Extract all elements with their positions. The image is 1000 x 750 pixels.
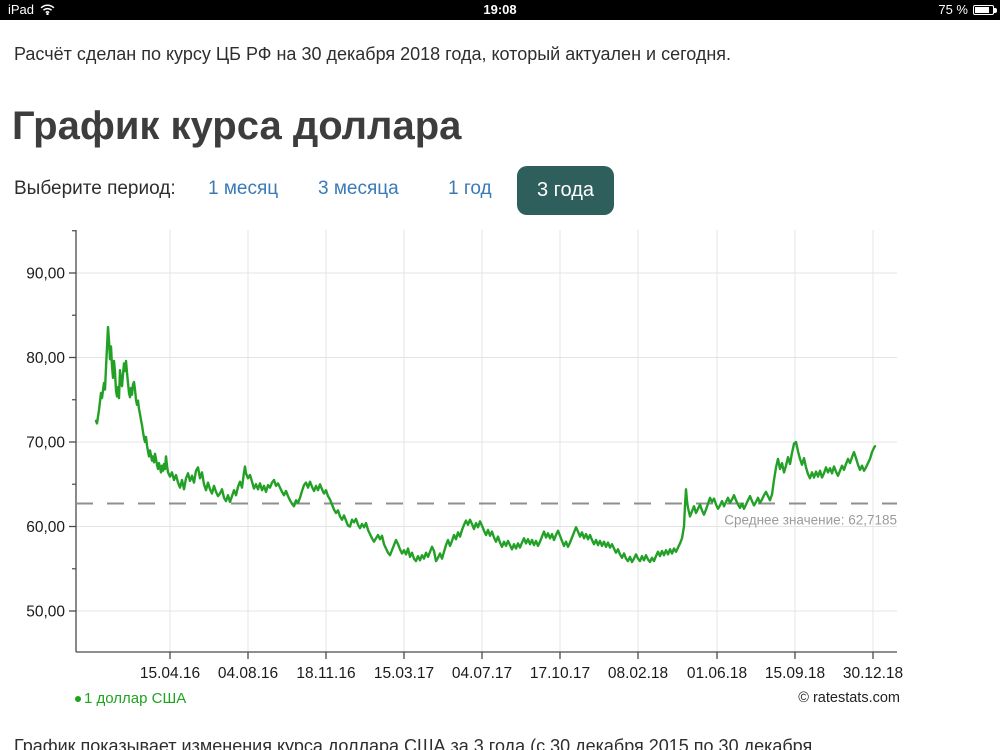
chart-legend: 1 доллар США <box>75 690 186 707</box>
x-tick-label: 01.06.18 <box>687 665 747 682</box>
legend-dot-icon <box>75 695 81 702</box>
average-label: Среднее значение: 62,7185 <box>724 513 897 528</box>
copyright-label: © ratestats.com <box>798 690 900 706</box>
period-option-1-year[interactable]: 1 год <box>448 178 492 199</box>
y-tick-label: 90,00 <box>26 266 65 283</box>
x-tick-label: 15.03.17 <box>374 665 434 682</box>
device-label: iPad <box>8 2 35 17</box>
x-tick-label: 04.08.16 <box>218 665 278 682</box>
y-tick-label: 70,00 <box>26 435 65 452</box>
period-selector: Выберите период: 1 месяц 3 месяца 1 год … <box>0 162 1000 218</box>
status-left: iPad <box>8 2 55 17</box>
period-option-3-months[interactable]: 3 месяца <box>318 178 399 199</box>
footer-text: График показывает изменения курса доллар… <box>14 736 813 750</box>
period-label: Выберите период: <box>14 178 176 199</box>
rate-line <box>94 325 877 564</box>
x-tick-label: 08.02.18 <box>608 665 668 682</box>
intro-text: Расчёт сделан по курсу ЦБ РФ на 30 декаб… <box>14 44 732 64</box>
battery-icon <box>973 4 997 15</box>
x-tick-label: 17.10.17 <box>530 665 590 682</box>
period-option-1-month[interactable]: 1 месяц <box>208 178 279 199</box>
status-right: 75 % <box>938 2 997 17</box>
page-title: График курса доллара <box>12 104 462 148</box>
y-tick-label: 50,00 <box>26 604 65 621</box>
battery-percent: 75 % <box>938 2 968 17</box>
y-tick-label: 60,00 <box>26 519 65 536</box>
usd-rate-chart: 90,00 80,00 70,00 60,00 50,00 15.04.16 04.08.1… <box>26 230 903 682</box>
x-tick-label: 15.09.18 <box>765 665 825 682</box>
x-tick-label: 04.07.17 <box>452 665 512 682</box>
clock: 19:08 <box>483 2 517 17</box>
y-tick-label: 80,00 <box>26 350 65 367</box>
x-tick-label: 15.04.16 <box>140 665 200 682</box>
wifi-icon <box>40 4 55 15</box>
status-bar: iPad 19:08 75 % <box>0 0 1000 20</box>
x-tick-label: 30.12.18 <box>843 665 903 682</box>
x-tick-label: 18.11.16 <box>296 665 355 682</box>
legend-series-label: 1 доллар США <box>84 690 187 707</box>
period-option-3-years-selected[interactable]: 3 года <box>517 166 614 215</box>
